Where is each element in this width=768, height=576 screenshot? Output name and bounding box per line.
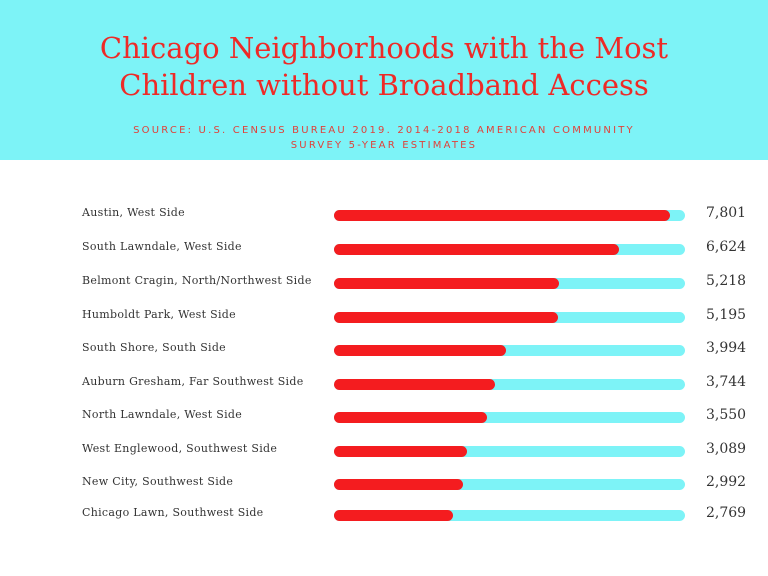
bar-fill [334,479,463,490]
bar-value-label: 6,624 [706,239,747,255]
bar-row: West Englewood, Southwest Side 3,089 [0,437,768,463]
bar-track [334,244,685,255]
bar-label: North Lawndale, West Side [82,408,243,421]
bar-label: Chicago Lawn, Southwest Side [82,506,264,519]
bar-row: Chicago Lawn, Southwest Side 2,769 [0,501,768,527]
bar-value-label: 2,992 [706,474,747,490]
bar-row: New City, Southwest Side 2,992 [0,470,768,496]
bar-fill [334,446,467,457]
bar-label: Belmont Cragin, North/Northwest Side [82,274,312,287]
bar-track [334,379,685,390]
bar-value-label: 5,218 [706,273,747,289]
bar-row: South Shore, South Side 3,994 [0,336,768,362]
bar-track [334,312,685,323]
bar-value-label: 3,994 [706,340,747,356]
bar-value-label: 5,195 [706,307,747,323]
bar-chart: Austin, West Side 7,801 South Lawndale, We… [0,160,768,576]
bar-value-label: 3,744 [706,374,747,390]
bar-fill [334,379,495,390]
bar-track [334,479,685,490]
bar-value-label: 2,769 [706,505,747,521]
bar-row: Humboldt Park, West Side 5,195 [0,303,768,329]
bar-label: South Shore, South Side [82,341,226,354]
source-note-line-2: SURVEY 5-YEAR ESTIMATES [290,140,478,151]
chart-title: Chicago Neighborhoods with the Most Chil… [0,30,768,104]
source-note: SOURCE: U.S. CENSUS BUREAU 2019. 2014-20… [100,123,668,153]
bar-row: Austin, West Side 7,801 [0,201,768,227]
bar-row: Auburn Gresham, Far Southwest Side 3,744 [0,370,768,396]
bar-track [334,412,685,423]
bar-fill [334,312,558,323]
bar-track [334,210,685,221]
header-banner: Chicago Neighborhoods with the Most Chil… [0,0,768,160]
bar-fill [334,412,487,423]
bar-label: New City, Southwest Side [82,475,234,488]
bar-track [334,278,685,289]
bar-fill [334,345,506,356]
bar-track [334,510,685,521]
bar-label: Auburn Gresham, Far Southwest Side [82,375,304,388]
chart-title-line-1: Chicago Neighborhoods with the Most [99,31,669,65]
source-note-line-1: SOURCE: U.S. CENSUS BUREAU 2019. 2014-20… [133,125,635,136]
bar-row: Belmont Cragin, North/Northwest Side 5,21… [0,269,768,295]
bar-track [334,446,685,457]
bar-track [334,345,685,356]
bar-fill [334,244,619,255]
bar-fill [334,510,453,521]
bar-fill [334,210,670,221]
bar-label: Austin, West Side [82,206,185,219]
bar-label: South Lawndale, West Side [82,240,242,253]
bar-value-label: 3,089 [706,441,747,457]
bar-value-label: 7,801 [706,205,747,221]
bar-row: North Lawndale, West Side 3,550 [0,403,768,429]
bar-value-label: 3,550 [706,407,747,423]
bar-label: West Englewood, Southwest Side [82,442,278,455]
bar-row: South Lawndale, West Side 6,624 [0,235,768,261]
bar-fill [334,278,559,289]
chart-title-line-2: Children without Broadband Access [119,68,649,102]
bar-label: Humboldt Park, West Side [82,308,236,321]
